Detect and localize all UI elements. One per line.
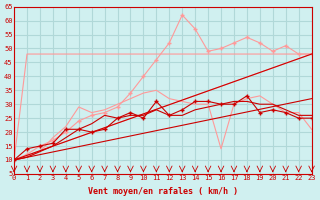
- X-axis label: Vent moyen/en rafales ( km/h ): Vent moyen/en rafales ( km/h ): [88, 187, 238, 196]
